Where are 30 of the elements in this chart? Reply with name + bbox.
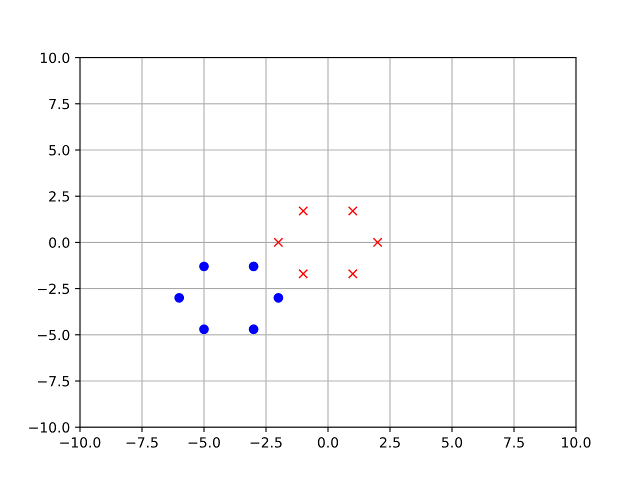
x-tick-label: 2.5 — [380, 437, 400, 448]
x-tick-label: −5.0 — [188, 437, 220, 448]
y-tick-label: 2.5 — [49, 191, 70, 202]
x-tick-label: −10.0 — [60, 437, 100, 448]
y-tick-label: −2.5 — [38, 284, 70, 294]
x-tick-label: 10.0 — [562, 437, 591, 448]
point — [248, 324, 258, 334]
x-tick-label: −2.5 — [250, 437, 282, 448]
point — [298, 206, 308, 216]
point — [174, 292, 184, 303]
x-tick-label: 0.0 — [318, 437, 338, 448]
y-tick-label: 0.0 — [49, 237, 70, 248]
point — [298, 268, 308, 279]
y-tick-label: 10.0 — [40, 52, 70, 64]
point — [372, 238, 382, 248]
x-tick-label: −7.5 — [126, 437, 158, 448]
point — [274, 238, 284, 248]
y-tick-label: −5.0 — [38, 330, 70, 340]
y-tick-label: −10.0 — [29, 422, 70, 433]
y-tick-label: −7.5 — [38, 376, 70, 386]
y-tick-label: 7.5 — [49, 98, 70, 110]
point — [199, 262, 209, 272]
point — [274, 292, 284, 303]
point — [199, 324, 209, 334]
y-tick-label: 5.0 — [49, 144, 70, 156]
point — [348, 268, 358, 279]
point — [248, 262, 258, 272]
point — [348, 206, 358, 216]
x-tick-label: 5.0 — [442, 437, 462, 448]
x-tick-label: 7.5 — [504, 437, 524, 448]
